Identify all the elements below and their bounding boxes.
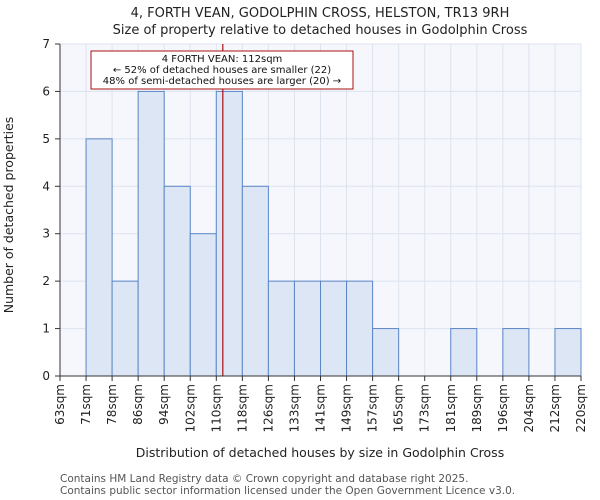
x-tick-label: 157sqm <box>366 384 380 432</box>
bar <box>163 185 191 377</box>
x-tick-label: 181sqm <box>444 384 458 432</box>
x-tick-label: 102sqm <box>183 384 197 432</box>
x-tick-label: 110sqm <box>209 384 223 432</box>
bar <box>293 280 322 377</box>
bar <box>372 328 400 377</box>
annotation-line-3: 48% of semi-detached houses are larger (… <box>103 76 341 87</box>
x-tick-label: 189sqm <box>470 384 484 432</box>
x-tick-label: 165sqm <box>392 384 406 432</box>
x-tick-label: 71sqm <box>79 384 93 425</box>
x-tick-label: 204sqm <box>522 384 536 432</box>
x-tick-label: 141sqm <box>314 384 328 432</box>
x-tick-label: 118sqm <box>235 384 249 432</box>
x-tick-label: 220sqm <box>574 384 588 432</box>
y-tick-label: 7 <box>42 37 50 51</box>
chart-subtitle: Size of property relative to detached ho… <box>113 23 528 38</box>
x-axis-ticks: 63sqm 71sqm 78sqm 86sqm 94sqm 102sqm 110sqm 118… <box>53 376 588 432</box>
x-tick-label: 126sqm <box>261 384 275 432</box>
x-tick-label: 78sqm <box>105 384 119 425</box>
annotation-frame <box>90 50 354 90</box>
bar <box>85 138 113 377</box>
bar <box>267 280 295 377</box>
y-tick-label: 1 <box>42 322 50 336</box>
annotation-line-2: ← 52% of detached houses are smaller (22… <box>113 65 331 76</box>
bar <box>450 328 478 377</box>
x-tick-label: 149sqm <box>340 384 354 432</box>
bar <box>554 328 582 377</box>
x-tick-label: 196sqm <box>496 384 510 432</box>
footer-credit-2: Contains public sector information licen… <box>60 485 516 497</box>
bar <box>502 328 530 377</box>
x-tick-label: 63sqm <box>53 384 67 425</box>
y-tick-label: 6 <box>42 84 50 98</box>
x-tick-label: 173sqm <box>418 384 432 432</box>
bar <box>137 90 165 377</box>
bar <box>215 90 243 377</box>
bar <box>320 280 348 377</box>
y-tick-label: 2 <box>42 274 50 288</box>
y-axis-label: Number of detached properties <box>1 117 16 314</box>
bars <box>85 90 582 377</box>
x-tick-label: 133sqm <box>287 384 301 432</box>
footer-credit-1: Contains HM Land Registry data © Crown c… <box>60 473 469 485</box>
y-tick-label: 3 <box>42 227 50 241</box>
y-tick-label: 0 <box>42 369 50 383</box>
y-tick-label: 5 <box>42 132 50 146</box>
bar <box>189 233 217 377</box>
annotation-box: 4 FORTH VEAN: 112sqm ← 52% of detached h… <box>90 50 354 90</box>
x-tick-label: 94sqm <box>157 384 171 425</box>
x-tick-label: 212sqm <box>548 384 562 432</box>
bar <box>241 185 269 377</box>
bar <box>111 280 139 377</box>
annotation-line-1: 4 FORTH VEAN: 112sqm <box>162 54 283 65</box>
x-tick-label: 86sqm <box>131 384 145 425</box>
y-tick-label: 4 <box>42 179 50 193</box>
y-axis-ticks: 0 1 2 3 4 5 6 7 <box>42 37 60 383</box>
x-axis-label: Distribution of detached houses by size … <box>136 445 504 460</box>
bar <box>346 280 374 377</box>
chart-title: 4, FORTH VEAN, GODOLPHIN CROSS, HELSTON,… <box>131 6 510 21</box>
